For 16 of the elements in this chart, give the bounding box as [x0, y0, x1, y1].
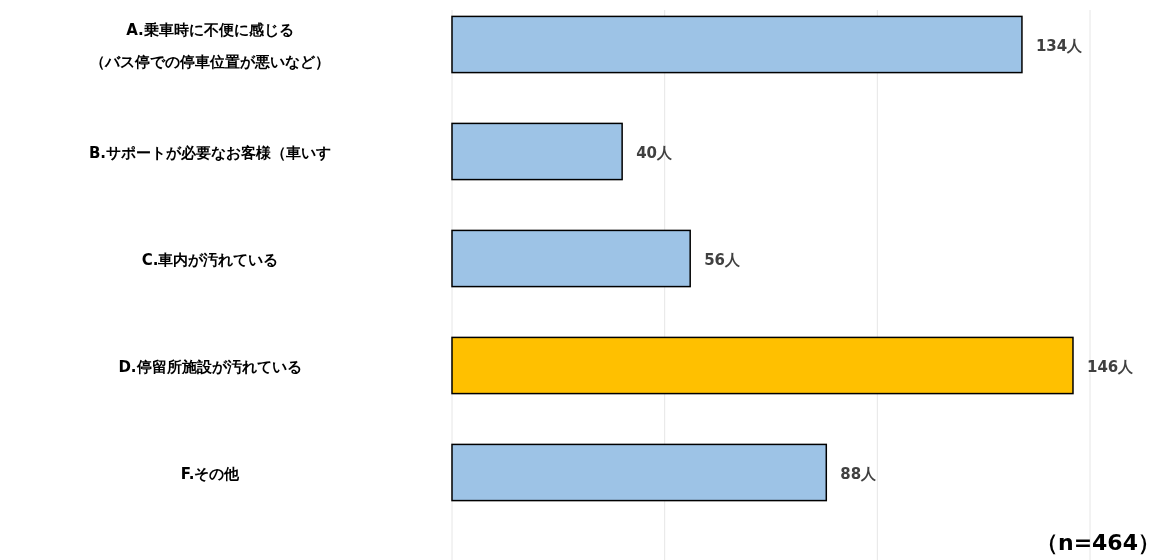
bar: [451, 229, 691, 288]
data-label: 146人: [1086, 357, 1135, 376]
bar: [451, 122, 623, 181]
data-label: 56人: [704, 250, 742, 269]
annotation: （n=464）: [1035, 530, 1160, 555]
y-tick-label: B.サポートが必要なお客様（車いす: [88, 143, 332, 162]
bar: [451, 443, 828, 502]
data-label: 40人: [636, 143, 674, 162]
y-tick-label: D.停留所施設が汚れている: [118, 357, 302, 376]
data-label: 134人: [1035, 36, 1084, 55]
y-tick-label: F.その他: [180, 464, 241, 483]
y-tick-label: A.乗車時に不便に感じる（バス停での停車位置が悪いなど）: [90, 20, 330, 71]
bar: [451, 336, 1074, 395]
y-tick-label: C.車内が汚れている: [141, 250, 279, 269]
bar: [451, 15, 1023, 74]
data-label: 88人: [840, 464, 878, 483]
